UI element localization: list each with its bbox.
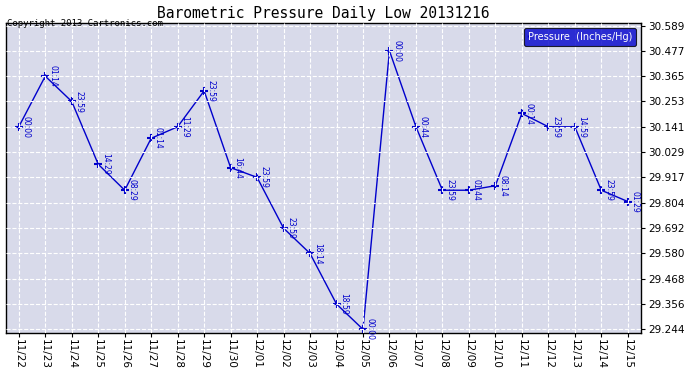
Text: 23:59: 23:59 (604, 179, 613, 201)
Text: 00:00: 00:00 (366, 318, 375, 340)
Text: 00:00: 00:00 (21, 116, 30, 138)
Text: 16:44: 16:44 (233, 157, 242, 178)
Text: 23:59: 23:59 (445, 179, 454, 201)
Text: 01:14: 01:14 (154, 128, 163, 149)
Title: Barometric Pressure Daily Low 20131216: Barometric Pressure Daily Low 20131216 (157, 6, 489, 21)
Text: 01:14: 01:14 (48, 65, 57, 87)
Text: 00:44: 00:44 (419, 116, 428, 138)
Text: 00:00: 00:00 (392, 40, 402, 62)
Text: 23:59: 23:59 (286, 217, 295, 239)
Text: 23:59: 23:59 (260, 166, 269, 188)
Text: 08:29: 08:29 (128, 179, 137, 201)
Text: 14:59: 14:59 (578, 116, 586, 138)
Text: 18:59: 18:59 (339, 293, 348, 315)
Text: 11:29: 11:29 (180, 116, 190, 138)
Text: 23:59: 23:59 (75, 90, 83, 112)
Text: 08:14: 08:14 (498, 175, 507, 196)
Text: 23:59: 23:59 (551, 116, 560, 138)
Text: Copyright 2013 Cartronics.com: Copyright 2013 Cartronics.com (7, 19, 163, 28)
Text: 01:29: 01:29 (631, 190, 640, 212)
Text: 14:29: 14:29 (101, 153, 110, 175)
Text: 18:14: 18:14 (313, 243, 322, 264)
Legend: Pressure  (Inches/Hg): Pressure (Inches/Hg) (524, 28, 636, 46)
Text: 01:44: 01:44 (472, 179, 481, 201)
Text: 23:59: 23:59 (207, 80, 216, 102)
Text: 00:14: 00:14 (524, 102, 533, 125)
